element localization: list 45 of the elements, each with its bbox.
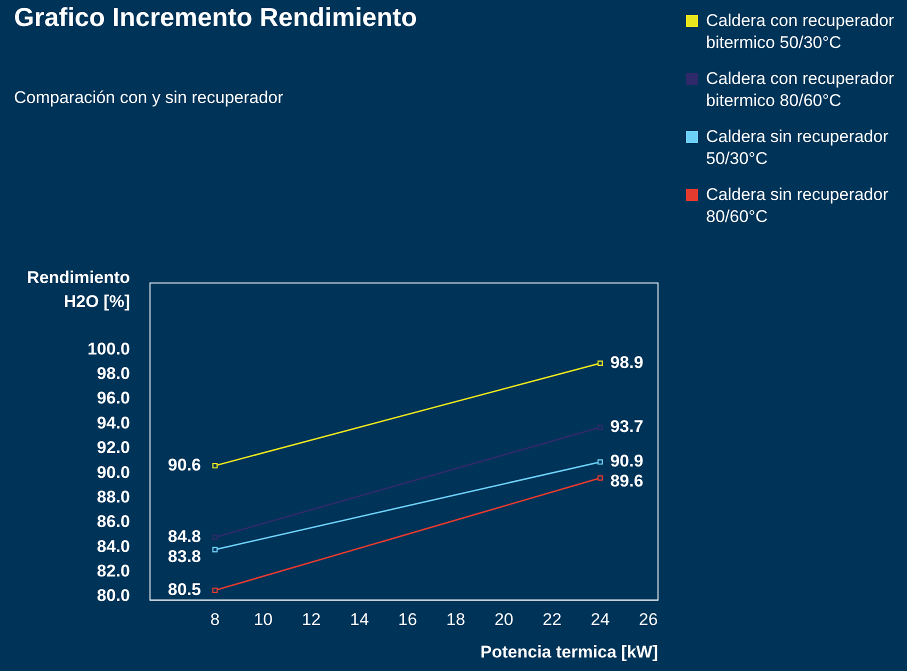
data-label: 90.9 — [610, 452, 644, 471]
x-tick-label: 16 — [398, 610, 418, 630]
legend-label: Caldera sin recuperador 50/30°C — [706, 126, 890, 170]
y-tick-label: 86.0 — [96, 512, 130, 532]
x-tick-label: 8 — [210, 610, 220, 630]
data-label: 80.5 — [168, 580, 202, 600]
x-tick-label: 12 — [302, 610, 321, 630]
y-tick-label: 96.0 — [96, 388, 130, 408]
y-tick-label: 82.0 — [96, 562, 130, 580]
chart-subtitle: Comparación con y sin recuperador — [14, 88, 284, 108]
data-label: 89.6 — [610, 472, 644, 491]
y-tick-label: 100.0 — [87, 339, 130, 358]
x-tick-label: 10 — [254, 610, 273, 630]
x-tick-label: 14 — [350, 610, 369, 630]
point — [212, 462, 218, 468]
y-tick-label: 80.0 — [96, 586, 130, 606]
point — [597, 459, 603, 465]
x-tick-label: 22 — [542, 610, 562, 630]
point — [212, 588, 218, 594]
legend-label: Caldera con recuperador bitermico 50/30°C — [706, 10, 896, 54]
chart-title: Grafico Incremento Rendimiento — [14, 2, 418, 33]
data-label: 83.8 — [168, 546, 202, 566]
point — [212, 546, 218, 552]
y-tick-label: 90.0 — [96, 462, 130, 482]
data-label: 84.8 — [168, 526, 202, 546]
data-label: 90.6 — [168, 455, 202, 474]
x-axis-title: Potencia termica [kW] — [480, 642, 658, 662]
data-label: 93.7 — [610, 417, 644, 436]
y-axis-title: Rendimiento H2O [%] — [26, 267, 130, 313]
point — [597, 475, 603, 481]
legend-label: Caldera sin recuperador 80/60°C — [706, 184, 890, 228]
y-tick-label: 92.0 — [96, 438, 130, 458]
y-tick-label: 94.0 — [96, 413, 130, 432]
y-tick-label: 98.0 — [96, 364, 130, 384]
x-tick-label: 24 — [590, 610, 610, 630]
y-tick-label: 84.0 — [96, 536, 130, 556]
legend-label: Caldera con recuperador bitermico 80/60°C — [706, 68, 896, 112]
y-tick-label: 88.0 — [96, 487, 130, 506]
point — [597, 424, 603, 430]
x-tick-label: 18 — [446, 610, 466, 630]
point — [597, 360, 603, 366]
point — [212, 534, 218, 540]
x-tick-label: 20 — [494, 610, 514, 630]
data-label: 98.9 — [610, 352, 644, 372]
x-tick-label: 26 — [638, 610, 658, 630]
